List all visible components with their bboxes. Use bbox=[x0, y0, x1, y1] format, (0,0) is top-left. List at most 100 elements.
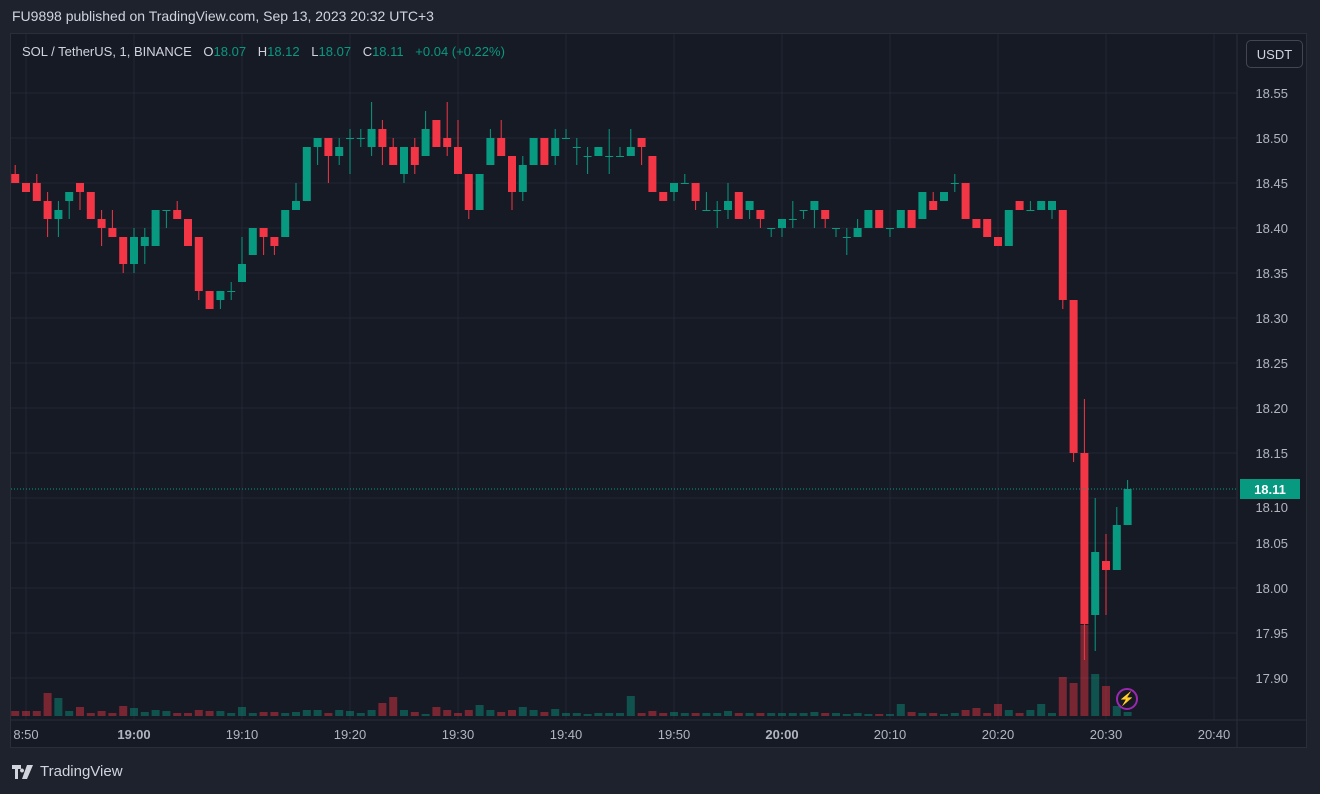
volume-bar bbox=[756, 713, 765, 716]
volume-bar bbox=[443, 710, 452, 716]
candle-up bbox=[745, 201, 754, 210]
candle-up bbox=[626, 147, 635, 156]
volume-bar bbox=[659, 713, 668, 716]
candle-down bbox=[43, 201, 52, 219]
time-tick-label: 19:40 bbox=[550, 727, 583, 742]
candle-up bbox=[605, 156, 614, 157]
volume-bar bbox=[875, 714, 884, 716]
candle-up bbox=[346, 138, 354, 139]
tradingview-logo[interactable]: TradingView bbox=[12, 763, 123, 780]
volume-bar bbox=[508, 710, 516, 716]
volume-bar bbox=[734, 713, 743, 716]
volume-bar bbox=[1004, 710, 1013, 716]
lightning-icon[interactable]: ⚡ bbox=[1116, 688, 1138, 710]
volume-bar bbox=[1080, 625, 1089, 716]
volume-bar bbox=[886, 714, 894, 716]
candle-down bbox=[1102, 561, 1110, 570]
volume-bar bbox=[389, 697, 398, 716]
volume-bar bbox=[292, 712, 300, 716]
volume-bar bbox=[907, 712, 916, 716]
candle-down bbox=[734, 192, 743, 219]
candle-up bbox=[486, 138, 495, 165]
candle-up bbox=[853, 228, 862, 237]
candle-down bbox=[648, 156, 657, 192]
volume-bar bbox=[367, 710, 376, 716]
candle-down bbox=[205, 291, 214, 309]
volume-bar bbox=[302, 710, 311, 716]
volume-bar bbox=[281, 713, 290, 716]
volume-bar bbox=[313, 710, 322, 716]
candle-up bbox=[788, 219, 797, 220]
volume-bar bbox=[108, 713, 117, 716]
volume-bar bbox=[11, 711, 20, 716]
candle-up bbox=[475, 174, 484, 210]
volume-bar bbox=[162, 711, 171, 716]
volume-bar bbox=[22, 711, 30, 716]
price-tick-label: 18.35 bbox=[1255, 266, 1288, 281]
volume-bar bbox=[238, 707, 246, 716]
price-tick-label: 18.50 bbox=[1255, 131, 1288, 146]
volume-bar bbox=[130, 708, 138, 716]
time-tick-label: 20:30 bbox=[1090, 727, 1123, 742]
volume-bar bbox=[648, 711, 657, 716]
volume-bar bbox=[864, 714, 873, 716]
time-tick-label: 20:10 bbox=[874, 727, 907, 742]
candle-up bbox=[356, 138, 365, 139]
candle-up bbox=[1048, 201, 1056, 210]
currency-button[interactable]: USDT bbox=[1246, 40, 1303, 68]
candle-down bbox=[1069, 300, 1078, 453]
volume-bar bbox=[65, 711, 74, 716]
candle-down bbox=[497, 138, 506, 156]
candle-up bbox=[281, 210, 290, 237]
volume-bar bbox=[950, 713, 959, 716]
candle-up bbox=[767, 228, 776, 229]
volume-bar bbox=[918, 713, 927, 716]
volume-bar bbox=[1112, 706, 1121, 716]
price-tick-label: 18.15 bbox=[1255, 446, 1288, 461]
candle-down bbox=[32, 183, 41, 201]
candle-up bbox=[518, 165, 527, 192]
price-tick-label: 18.40 bbox=[1255, 221, 1288, 236]
volume-bar bbox=[346, 711, 354, 716]
candle-down bbox=[994, 237, 1002, 246]
chart-pane[interactable] bbox=[10, 33, 1307, 748]
volume-bar bbox=[605, 713, 614, 716]
volume-bar bbox=[454, 713, 462, 716]
volume-bar bbox=[540, 712, 549, 716]
volume-bar bbox=[994, 704, 1002, 716]
candle-up bbox=[335, 147, 344, 156]
volume-bar bbox=[842, 714, 851, 716]
candle-down bbox=[691, 183, 700, 201]
time-tick-label: 8:50 bbox=[13, 727, 38, 742]
candle-down bbox=[378, 129, 387, 147]
volume-bar bbox=[832, 713, 840, 716]
candle-down bbox=[389, 147, 398, 165]
close-value: 18.11 bbox=[372, 44, 404, 59]
volume-bar bbox=[670, 712, 678, 716]
candle-down bbox=[659, 192, 668, 201]
volume-bar bbox=[929, 713, 938, 716]
close-label: C bbox=[362, 44, 373, 59]
candle-down bbox=[454, 147, 462, 174]
candle-up bbox=[940, 192, 948, 201]
grid-lines bbox=[11, 34, 1237, 720]
candle-up bbox=[248, 228, 257, 255]
volume-bar bbox=[43, 693, 52, 716]
candle-up bbox=[950, 183, 959, 184]
volume-bar bbox=[270, 712, 279, 716]
symbol-name[interactable]: SOL / TetherUS, 1, BINANCE bbox=[22, 44, 192, 59]
volume-bars bbox=[11, 625, 1132, 716]
candle-down bbox=[929, 201, 938, 210]
candle-up bbox=[421, 129, 430, 156]
volume-bar bbox=[324, 713, 333, 716]
volume-bar bbox=[205, 711, 214, 716]
volume-bar bbox=[1026, 710, 1035, 716]
volume-bar bbox=[151, 710, 160, 716]
candle-up bbox=[54, 210, 63, 219]
volume-bar bbox=[227, 713, 236, 716]
volume-bar bbox=[680, 713, 689, 716]
candle-up bbox=[562, 138, 570, 139]
candle-down bbox=[464, 174, 473, 210]
price-tick-label: 17.95 bbox=[1255, 626, 1288, 641]
